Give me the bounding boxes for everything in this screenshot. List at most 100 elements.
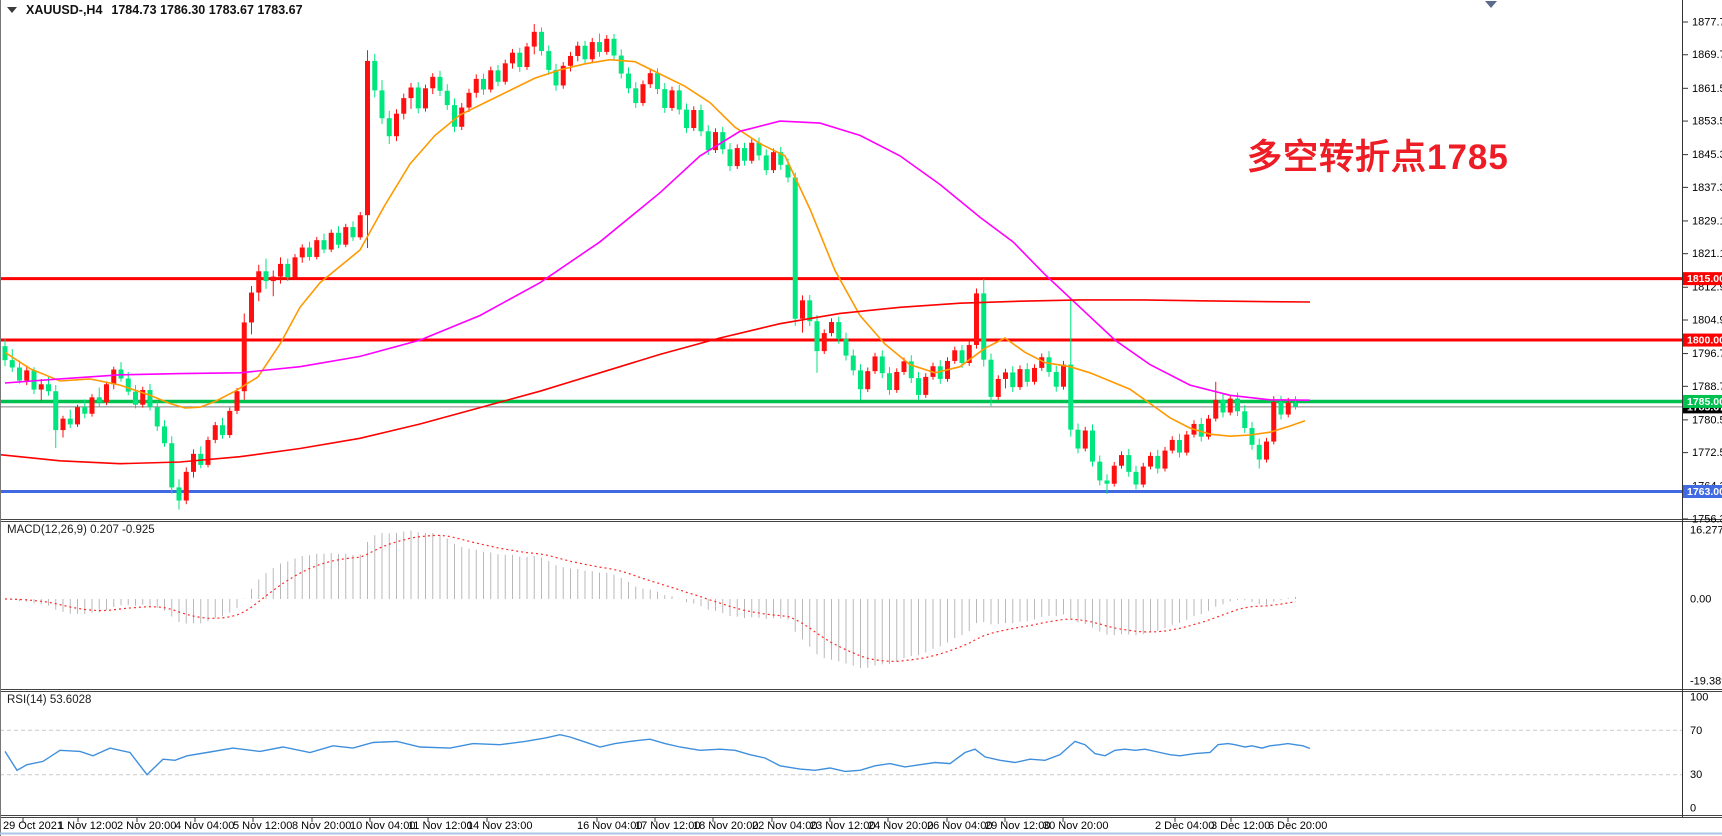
candle-body [488, 70, 494, 90]
rsi-axis-label: 100 [1690, 692, 1708, 704]
candle-body [560, 65, 566, 86]
candle-body [771, 152, 776, 171]
candle-body [147, 389, 153, 408]
candle-body [82, 407, 88, 414]
candle-body [713, 132, 718, 151]
candle-body [444, 90, 450, 106]
price-badge [1683, 394, 1722, 408]
candle-body [176, 487, 182, 501]
candle-body [691, 110, 697, 129]
candle-body [1068, 364, 1074, 430]
candle-body [908, 361, 914, 379]
candle-body [1169, 439, 1175, 451]
macd-histogram [11, 530, 1296, 669]
candle-body [575, 45, 581, 56]
macd-axis-label: -19.389 [1690, 676, 1722, 688]
candle-body [285, 263, 291, 278]
macd-signal-line [4, 534, 1296, 663]
chart-shift-marker-icon[interactable] [1485, 1, 1497, 8]
candle-body [495, 70, 501, 82]
candle-body [459, 107, 465, 127]
candle-body [763, 155, 769, 171]
candle-body [836, 322, 842, 339]
candle-body [937, 366, 943, 379]
time-label: 22 Nov 04:00 [752, 820, 817, 832]
macd-indicator-label: MACD(12,26,9) 0.207 -0.925 [7, 524, 155, 536]
ma-line-slow-red [0, 299, 1311, 465]
candle-body [734, 148, 740, 167]
candle-body [350, 227, 356, 238]
price-tick-label: 1756.30 [1692, 513, 1722, 525]
price-tick-label: 1845.30 [1692, 149, 1722, 161]
candle-body [162, 426, 167, 444]
candle-body [887, 373, 892, 390]
candle-body [307, 247, 312, 257]
ohlc-quote: 1784.73 1786.30 1783.67 1783.67 [111, 3, 303, 17]
candle-body [894, 371, 900, 390]
candle-body [923, 376, 929, 395]
candle-body [365, 60, 370, 216]
candle-body [720, 132, 726, 150]
candle-body [640, 84, 646, 104]
candle-body [1082, 430, 1088, 449]
candle-body [785, 164, 791, 178]
candle-body [430, 76, 436, 89]
candle-body [568, 55, 573, 66]
ma-line-fast-orange [4, 58, 1306, 438]
time-label: 29 Oct 2021 [3, 820, 63, 832]
candle-body [1133, 471, 1139, 485]
candle-body [125, 378, 131, 392]
candle-body [466, 92, 472, 108]
candle-body [1177, 439, 1182, 453]
candle-body [546, 51, 552, 70]
ma-line-mid-magenta [4, 120, 1311, 401]
price-tick-label: 1788.70 [1692, 381, 1722, 393]
candle-body [742, 148, 747, 161]
symbol-dropdown-icon[interactable] [7, 7, 17, 13]
candle-body [626, 73, 631, 89]
candle-body [531, 31, 537, 47]
candle-body [633, 88, 639, 104]
candle-body [1162, 450, 1168, 469]
candle-body [1075, 429, 1081, 449]
candle-body [1155, 455, 1161, 469]
candle-body [807, 300, 813, 322]
candle-body [408, 87, 414, 99]
price-tick-label: 1829.10 [1692, 215, 1722, 227]
candle-body [843, 338, 849, 356]
time-label: 26 Nov 04:00 [927, 820, 992, 832]
candle-body [662, 89, 668, 108]
candle-body [988, 359, 994, 397]
candle-body [510, 52, 515, 64]
price-tick-label: 1877.70 [1692, 17, 1722, 29]
candle-body [865, 371, 871, 390]
candle-body [821, 333, 827, 352]
candle-body [401, 98, 407, 114]
candle-body [256, 271, 262, 293]
candle-body [169, 443, 175, 488]
candle-body [154, 407, 160, 427]
candle-body [1264, 441, 1269, 460]
time-label: 3 Dec 12:00 [1211, 820, 1270, 832]
candle-body [749, 142, 755, 161]
candle-body [1242, 411, 1248, 429]
price-axis[interactable]: 1877.70 1869.70 1861.50 1853.50 1845.30 1837.… [1683, 17, 1722, 815]
candle-body [995, 378, 1001, 397]
candle-body [394, 113, 399, 137]
candle-body [1097, 461, 1103, 481]
time-label: 24 Nov 20:00 [868, 820, 933, 832]
candle-body [502, 63, 508, 82]
time-label: 11 Nov 12:00 [408, 820, 473, 832]
time-label: 30 Nov 20:00 [1043, 820, 1108, 832]
candle-body [1198, 423, 1204, 437]
candle-body [778, 152, 784, 165]
candle-body [75, 407, 80, 425]
candle-body [952, 350, 958, 361]
rsi-indicator-label: RSI(14) 53.6028 [7, 694, 92, 706]
candle-body [1039, 357, 1045, 368]
candle-body [1249, 428, 1255, 445]
time-label: 5 Nov 12:00 [233, 820, 292, 832]
